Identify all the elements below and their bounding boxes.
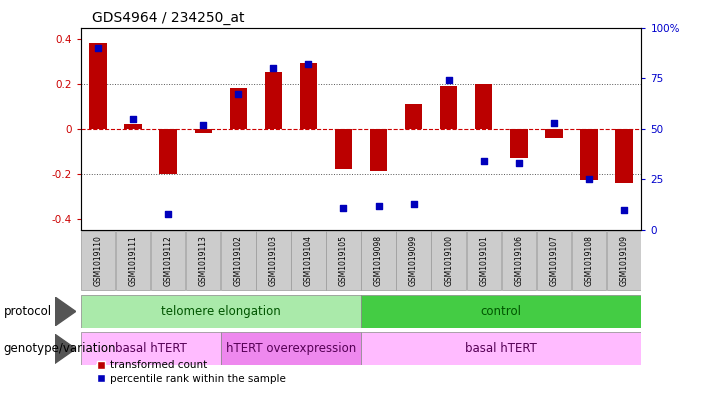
Point	[303, 61, 314, 67]
Bar	[405, 104, 423, 129]
Bar	[361, 332, 641, 365]
Bar	[502, 231, 536, 290]
Polygon shape	[55, 297, 76, 326]
Text: GSM1019098: GSM1019098	[374, 235, 383, 286]
Point	[198, 121, 209, 128]
Text: telomere elongation: telomere elongation	[161, 305, 280, 318]
Text: GSM1019107: GSM1019107	[550, 235, 558, 286]
Bar	[265, 72, 283, 129]
Text: hTERT overexpression: hTERT overexpression	[226, 342, 356, 355]
Point	[618, 206, 629, 213]
Bar	[116, 231, 151, 290]
Text: GSM1019101: GSM1019101	[479, 235, 488, 286]
Bar	[222, 231, 256, 290]
Text: protocol: protocol	[4, 305, 52, 318]
Bar	[467, 231, 501, 290]
Text: GSM1019108: GSM1019108	[585, 235, 593, 286]
Bar	[510, 129, 528, 158]
Point	[373, 202, 384, 209]
Text: GSM1019100: GSM1019100	[444, 235, 453, 286]
Text: GSM1019110: GSM1019110	[94, 235, 102, 286]
Text: GSM1019099: GSM1019099	[409, 235, 418, 286]
Bar	[397, 231, 431, 290]
Text: genotype/variation: genotype/variation	[4, 342, 116, 355]
Bar	[160, 129, 177, 174]
Bar	[327, 231, 361, 290]
Text: GSM1019109: GSM1019109	[620, 235, 628, 286]
Point	[128, 116, 139, 122]
Bar	[81, 231, 116, 290]
Bar	[292, 231, 325, 290]
Bar	[230, 88, 247, 129]
Point	[338, 204, 349, 211]
Text: GSM1019105: GSM1019105	[339, 235, 348, 286]
Bar	[300, 64, 317, 129]
Bar	[125, 124, 142, 129]
Bar	[81, 295, 361, 328]
Bar	[580, 129, 598, 180]
Bar	[195, 129, 212, 133]
Bar	[81, 332, 221, 365]
Text: basal hTERT: basal hTERT	[465, 342, 537, 355]
Point	[93, 44, 104, 51]
Polygon shape	[55, 334, 76, 364]
Bar	[475, 84, 492, 129]
Bar	[90, 43, 107, 129]
Bar	[335, 129, 353, 169]
Bar	[257, 231, 291, 290]
Bar	[151, 231, 186, 290]
Text: GSM1019102: GSM1019102	[234, 235, 243, 286]
Point	[233, 91, 244, 97]
Point	[408, 200, 419, 207]
Text: GSM1019113: GSM1019113	[199, 235, 207, 286]
Bar	[362, 231, 396, 290]
Bar	[432, 231, 466, 290]
Legend: transformed count, percentile rank within the sample: transformed count, percentile rank withi…	[93, 356, 290, 388]
Bar	[572, 231, 606, 290]
Text: GSM1019106: GSM1019106	[515, 235, 523, 286]
Text: control: control	[481, 305, 522, 318]
Bar	[221, 332, 361, 365]
Bar	[607, 231, 641, 290]
Point	[583, 176, 594, 182]
Bar	[370, 129, 387, 171]
Bar	[615, 129, 633, 183]
Point	[163, 211, 174, 217]
Bar	[440, 86, 458, 129]
Point	[548, 119, 559, 126]
Text: basal hTERT: basal hTERT	[115, 342, 186, 355]
Text: GSM1019103: GSM1019103	[269, 235, 278, 286]
Text: GDS4964 / 234250_at: GDS4964 / 234250_at	[92, 11, 245, 25]
Text: GSM1019112: GSM1019112	[164, 235, 172, 286]
Bar	[545, 129, 562, 138]
Bar	[186, 231, 220, 290]
Point	[513, 160, 524, 166]
Bar	[537, 231, 571, 290]
Point	[443, 77, 454, 83]
Bar	[361, 295, 641, 328]
Text: GSM1019104: GSM1019104	[304, 235, 313, 286]
Point	[478, 158, 489, 164]
Point	[268, 65, 279, 71]
Text: GSM1019111: GSM1019111	[129, 235, 137, 286]
